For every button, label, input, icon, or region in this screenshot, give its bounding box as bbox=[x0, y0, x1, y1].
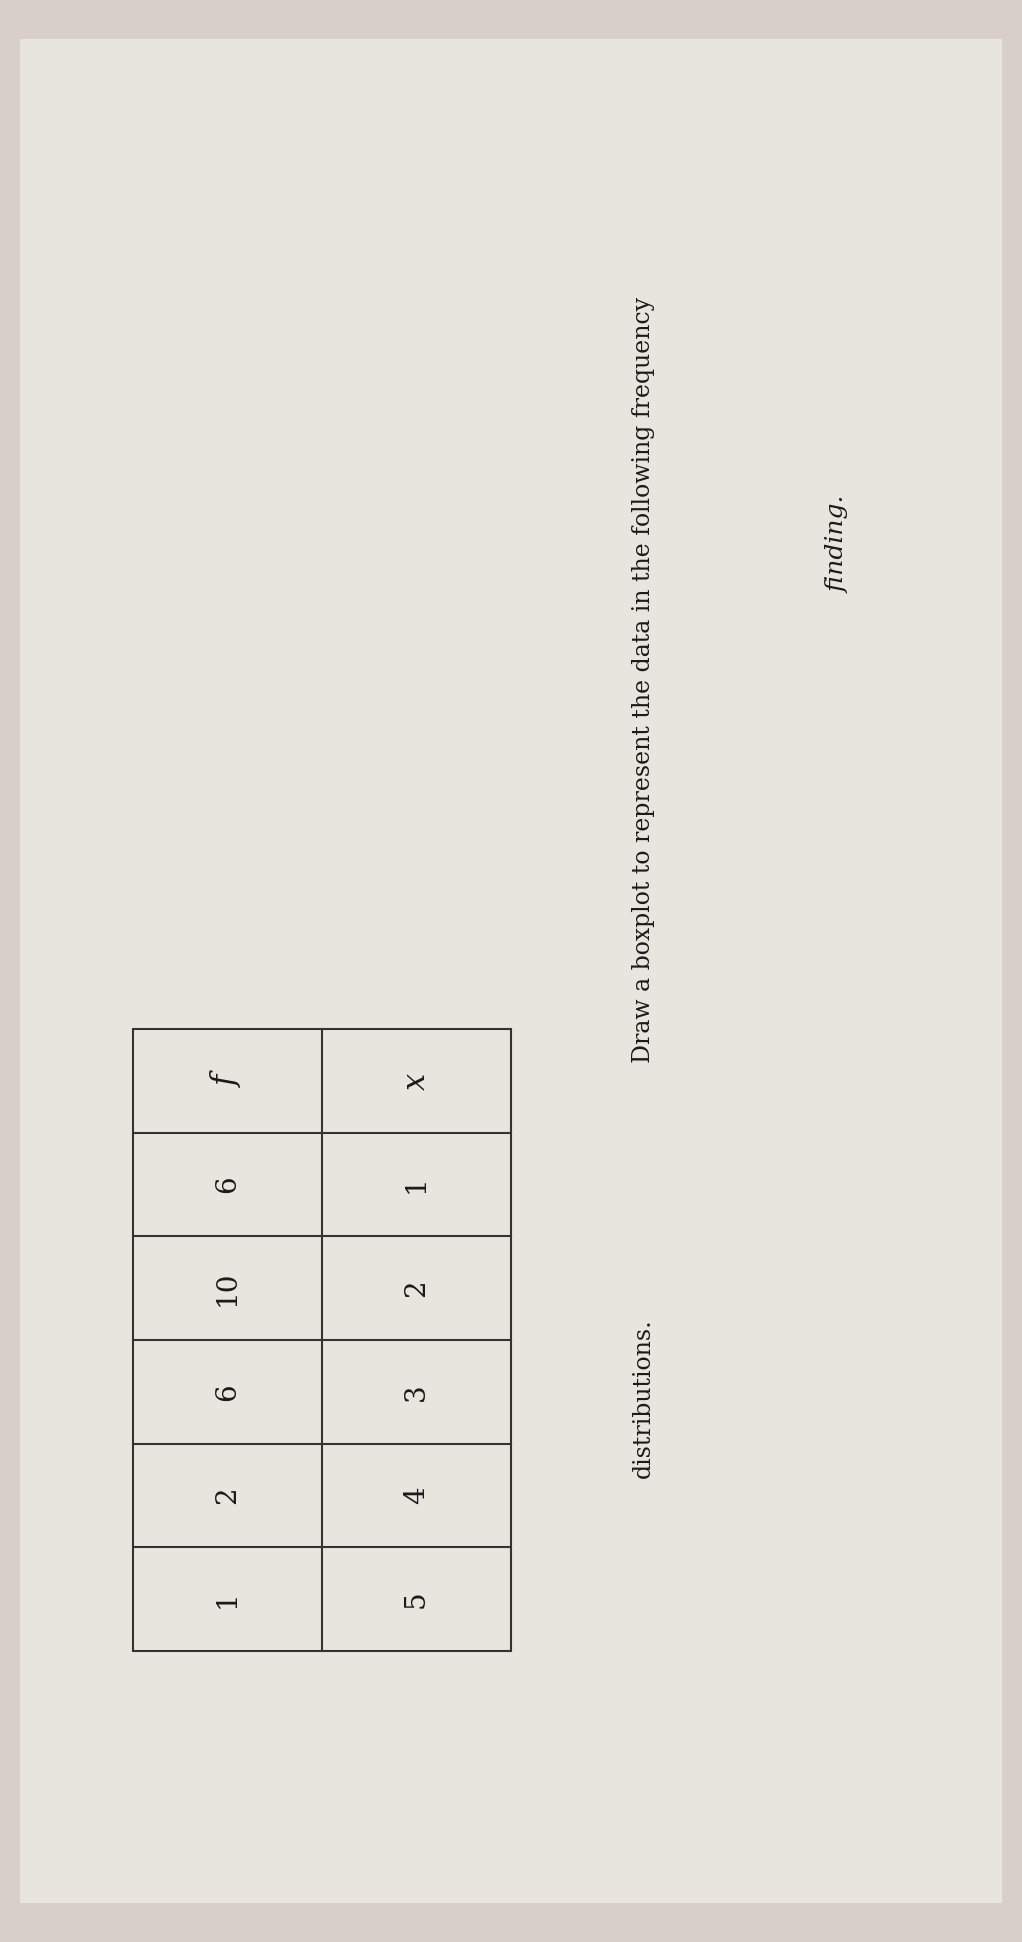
Text: 2: 2 bbox=[403, 1280, 430, 1297]
Text: 6: 6 bbox=[214, 1175, 241, 1194]
Text: x: x bbox=[401, 1072, 432, 1089]
Bar bbox=[133, 1029, 511, 1651]
Text: distributions.: distributions. bbox=[633, 1319, 655, 1478]
Text: 1: 1 bbox=[403, 1175, 430, 1194]
FancyBboxPatch shape bbox=[20, 39, 1002, 1903]
Text: 6: 6 bbox=[214, 1383, 241, 1400]
Text: f: f bbox=[212, 1076, 243, 1088]
Text: Draw a boxplot to represent the data in the following frequency: Draw a boxplot to represent the data in … bbox=[633, 297, 655, 1062]
Text: 5: 5 bbox=[403, 1590, 430, 1608]
Text: finding.: finding. bbox=[827, 495, 849, 592]
Text: 2: 2 bbox=[214, 1486, 241, 1505]
Text: 4: 4 bbox=[403, 1486, 430, 1505]
Text: 3: 3 bbox=[403, 1383, 430, 1400]
Text: 10: 10 bbox=[214, 1270, 241, 1305]
Text: 1: 1 bbox=[214, 1590, 241, 1608]
